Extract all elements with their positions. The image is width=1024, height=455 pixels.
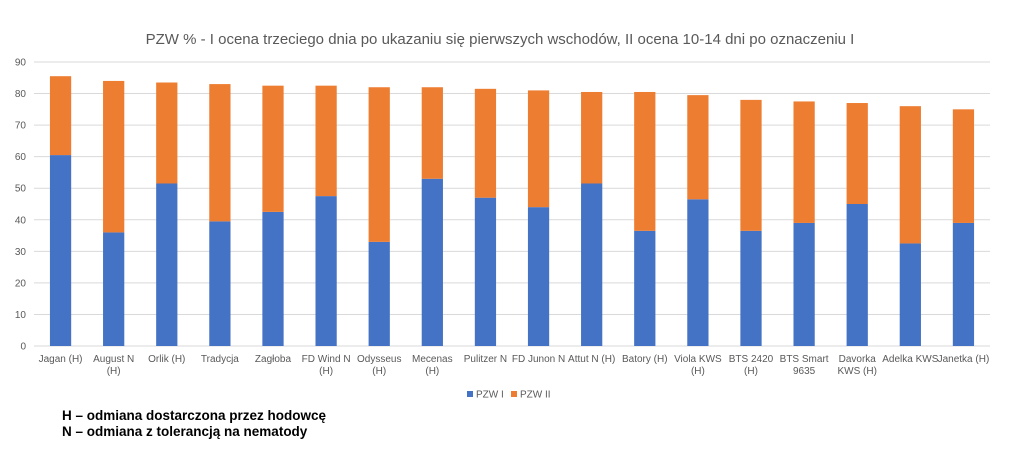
bar-pzw-i [209, 221, 231, 346]
x-category-label: Jagan (H) [39, 354, 83, 365]
y-tick-label: 70 [15, 121, 27, 132]
bar-pzw-i [581, 183, 603, 346]
y-tick-label: 80 [15, 89, 27, 100]
x-category-label: (H) [744, 366, 758, 377]
bar-pzw-ii [634, 91, 656, 231]
gridlines [34, 61, 990, 347]
x-category-label: (H) [107, 366, 121, 377]
bar-pzw-ii [49, 76, 72, 156]
bar-pzw-i [421, 178, 443, 346]
bar-pzw-i [262, 211, 284, 346]
y-tick-label: 30 [15, 247, 27, 258]
bar-pzw-ii [846, 103, 868, 204]
x-category-label: FD Junon N [512, 354, 565, 365]
bar-pzw-i [527, 207, 550, 346]
bar-pzw-ii [262, 85, 284, 212]
bar-pzw-ii [474, 88, 497, 198]
x-category-label: (H) [425, 366, 439, 377]
x-category-label: Tradycja [201, 354, 239, 365]
bar-pzw-i [634, 230, 656, 346]
x-axis-labels: Jagan (H) August N(H)Orlik (H) Tradycja Zag… [39, 354, 990, 377]
x-category-label: August N [93, 354, 134, 365]
footnote-h: H – odmiana dostarczona przez hodowcę [62, 408, 327, 423]
bar-pzw-ii [793, 101, 815, 223]
bar-pzw-ii [952, 109, 975, 223]
y-tick-label: 20 [15, 278, 27, 289]
x-category-label: Adelka KWS [882, 354, 938, 365]
bar-pzw-i [315, 196, 337, 346]
y-axis-ticks: 0 10 20 30 40 50 60 70 80 90 [15, 58, 27, 353]
x-category-label: BTS 2420 [729, 354, 774, 365]
x-category-label: FD Wind N [302, 354, 351, 365]
stacked-bar-chart: PZW % - I ocena trzeciego dnia po ukazan… [15, 31, 990, 401]
y-tick-label: 0 [20, 342, 26, 353]
chart-title: PZW % - I ocena trzeciego dnia po ukazan… [146, 31, 855, 48]
bar-pzw-ii [527, 90, 550, 208]
y-tick-label: 50 [15, 184, 27, 195]
bar-pzw-ii [740, 99, 762, 231]
y-tick-label: 10 [15, 310, 27, 321]
bar-pzw-i [103, 232, 125, 346]
bar-pzw-ii [421, 87, 443, 179]
bar-pzw-i [846, 204, 868, 346]
bar-pzw-i [899, 243, 921, 346]
x-category-label: Pulitzer N [464, 354, 507, 365]
x-category-label: Mecenas [412, 354, 453, 365]
y-tick-label: 40 [15, 215, 27, 226]
bar-pzw-ii [368, 87, 390, 242]
x-category-label: BTS Smart [780, 354, 829, 365]
x-category-label: Batory (H) [622, 354, 668, 365]
x-category-label: (H) [372, 366, 386, 377]
x-category-label: 9635 [793, 366, 816, 377]
bar-pzw-ii [581, 91, 603, 184]
bars [49, 76, 975, 346]
x-category-label: Viola KWS [674, 354, 722, 365]
legend-label-pzw-i: PZW I [476, 390, 504, 401]
y-tick-label: 60 [15, 152, 27, 163]
x-category-label: Odysseus [357, 354, 401, 365]
x-category-label: (H) [319, 366, 333, 377]
bar-pzw-ii [209, 84, 231, 222]
bar-pzw-ii [687, 95, 709, 200]
y-tick-label: 90 [15, 58, 27, 69]
bar-pzw-ii [315, 85, 337, 197]
bar-pzw-ii [103, 80, 125, 233]
x-category-label: Zagłoba [255, 354, 292, 365]
x-category-label: (H) [691, 366, 705, 377]
bar-pzw-ii [899, 106, 921, 244]
bar-pzw-i [952, 222, 975, 346]
bar-pzw-i [156, 183, 178, 346]
bar-pzw-i [368, 241, 390, 346]
x-category-label: Attut N (H) [568, 354, 615, 365]
footnote-n: N – odmiana z tolerancją na nematody [62, 424, 308, 439]
bar-pzw-i [793, 222, 815, 346]
legend-swatch-pzw-ii [511, 391, 517, 397]
bar-pzw-ii [156, 82, 178, 184]
x-category-label: Janetka (H) [938, 354, 990, 365]
x-category-label: Davorka [839, 354, 877, 365]
footnotes: H – odmiana dostarczona przez hodowcę N … [62, 408, 326, 440]
legend: PZW I PZW II [467, 390, 551, 401]
bar-pzw-i [474, 197, 497, 346]
legend-swatch-pzw-i [467, 391, 473, 397]
legend-label-pzw-ii: PZW II [520, 390, 551, 401]
bar-pzw-i [49, 155, 72, 346]
x-category-label: KWS (H) [837, 366, 876, 377]
bar-pzw-i [687, 199, 709, 346]
x-category-label: Orlik (H) [148, 354, 185, 365]
bar-pzw-i [740, 230, 762, 346]
